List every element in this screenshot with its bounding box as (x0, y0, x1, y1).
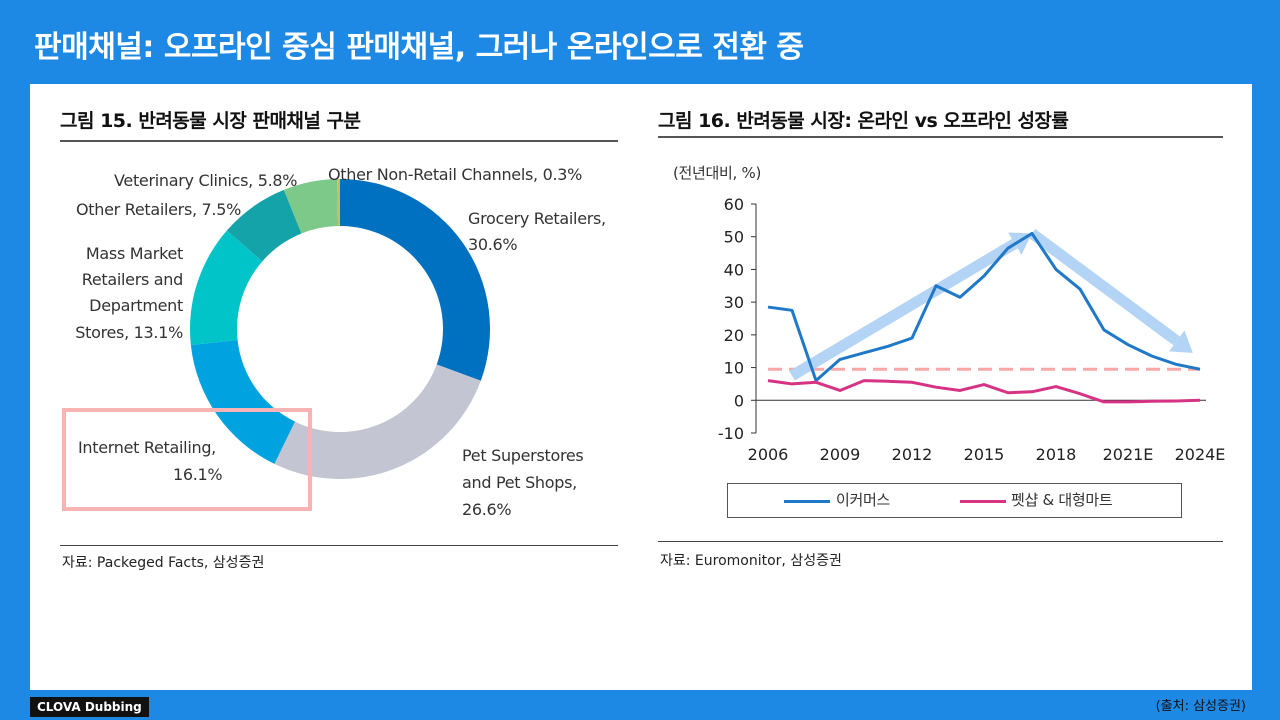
x-tick-label-1: 2009 (820, 445, 861, 464)
donut-slice-3 (190, 230, 263, 345)
y-tick-label-6: 50 (724, 228, 744, 247)
legend-petshop-label: 펫샵 & 대형마트 (1011, 491, 1113, 509)
donut-slice-5 (283, 179, 339, 234)
line-title-rule (658, 136, 1223, 138)
y-tick-label-0: -10 (718, 424, 744, 443)
x-tick-label-6: 2024E (1175, 445, 1226, 464)
content-panel: 그림 15. 반려동물 시장 판매채널 구분 Grocery Retailers… (30, 84, 1252, 690)
line-source-rule (658, 541, 1223, 542)
label-mass-1: Mass Market (85, 244, 183, 263)
x-tick-label-3: 2015 (964, 445, 1005, 464)
y-tick-label-5: 40 (724, 260, 744, 279)
y-axis-unit: (전년대비, %) (673, 164, 761, 182)
donut-chart (190, 179, 491, 480)
x-tick-label-2: 2012 (892, 445, 933, 464)
series-line-0 (767, 231, 1201, 383)
label-pet-3: 26.6% (462, 500, 512, 519)
donut-slice-4 (226, 189, 302, 262)
x-tick-label-4: 2018 (1036, 445, 1077, 464)
series-line-1 (767, 379, 1201, 404)
line-source: 자료: Euromonitor, 삼성증권 (660, 553, 842, 569)
footer-source: (출처: 삼성증권) (1155, 699, 1246, 714)
x-tick-label-5: 2021E (1103, 445, 1154, 464)
label-internet-1: Internet Retailing, (78, 438, 216, 457)
y-tick-label-7: 60 (724, 195, 744, 214)
label-internet-2: 16.1% (173, 465, 223, 484)
label-pet-2: and Pet Shops, (462, 473, 577, 492)
label-vet-clinics: Veterinary Clinics, 5.8% (114, 171, 298, 190)
donut-title-rule (60, 140, 618, 142)
donut-source: 자료: Packeged Facts, 삼성증권 (62, 555, 265, 571)
y-tick-label-3: 20 (724, 326, 744, 345)
donut-slice-0 (340, 179, 491, 381)
trend-arrow-shaft-0 (789, 238, 1018, 381)
legend-ecommerce-label: 이커머스 (836, 491, 891, 509)
donut-slice-2 (190, 339, 295, 464)
label-mass-3: Department (89, 296, 183, 315)
y-tick-label-4: 30 (724, 293, 744, 312)
trend-arrow-head-1 (1168, 330, 1193, 353)
y-tick-label-1: 0 (734, 391, 744, 410)
donut-slice-6 (337, 179, 340, 227)
internet-retailing-highlight (62, 408, 312, 511)
line-chart: -10 0 10 20 30 40 50 60 2006 2009 2012 2015 2018 2021… (718, 195, 1226, 464)
label-grocery-1: Grocery Retailers, (468, 209, 606, 228)
label-other-nonretail: Other Non-Retail Channels, 0.3% (328, 165, 583, 184)
donut-source-rule (60, 545, 618, 546)
donut-figure-title: 그림 15. 반려동물 시장 판매채널 구분 (60, 110, 361, 132)
trend-arrow-shaft-1 (1028, 229, 1181, 346)
line-legend: 이커머스 펫샵 & 대형마트 (727, 483, 1182, 518)
label-grocery-2: 30.6% (468, 235, 518, 254)
y-tick-label-2: 10 (724, 359, 744, 378)
clova-dubbing-logo: CLOVA Dubbing (30, 697, 149, 717)
label-other-retailers: Other Retailers, 7.5% (76, 200, 242, 219)
legend-ecommerce-swatch (784, 500, 830, 503)
slide-title: 판매채널: 오프라인 중심 판매채널, 그러나 온라인으로 전환 중 (34, 30, 804, 65)
label-mass-4: Stores, 13.1% (75, 323, 183, 342)
legend-petshop-swatch (960, 500, 1006, 503)
donut-slice-1 (274, 364, 481, 480)
x-tick-label-0: 2006 (748, 445, 789, 464)
label-pet-1: Pet Superstores (462, 446, 584, 465)
line-figure-title: 그림 16. 반려동물 시장: 온라인 vs 오프라인 성장률 (658, 110, 1069, 132)
label-mass-2: Retailers and (81, 270, 184, 289)
